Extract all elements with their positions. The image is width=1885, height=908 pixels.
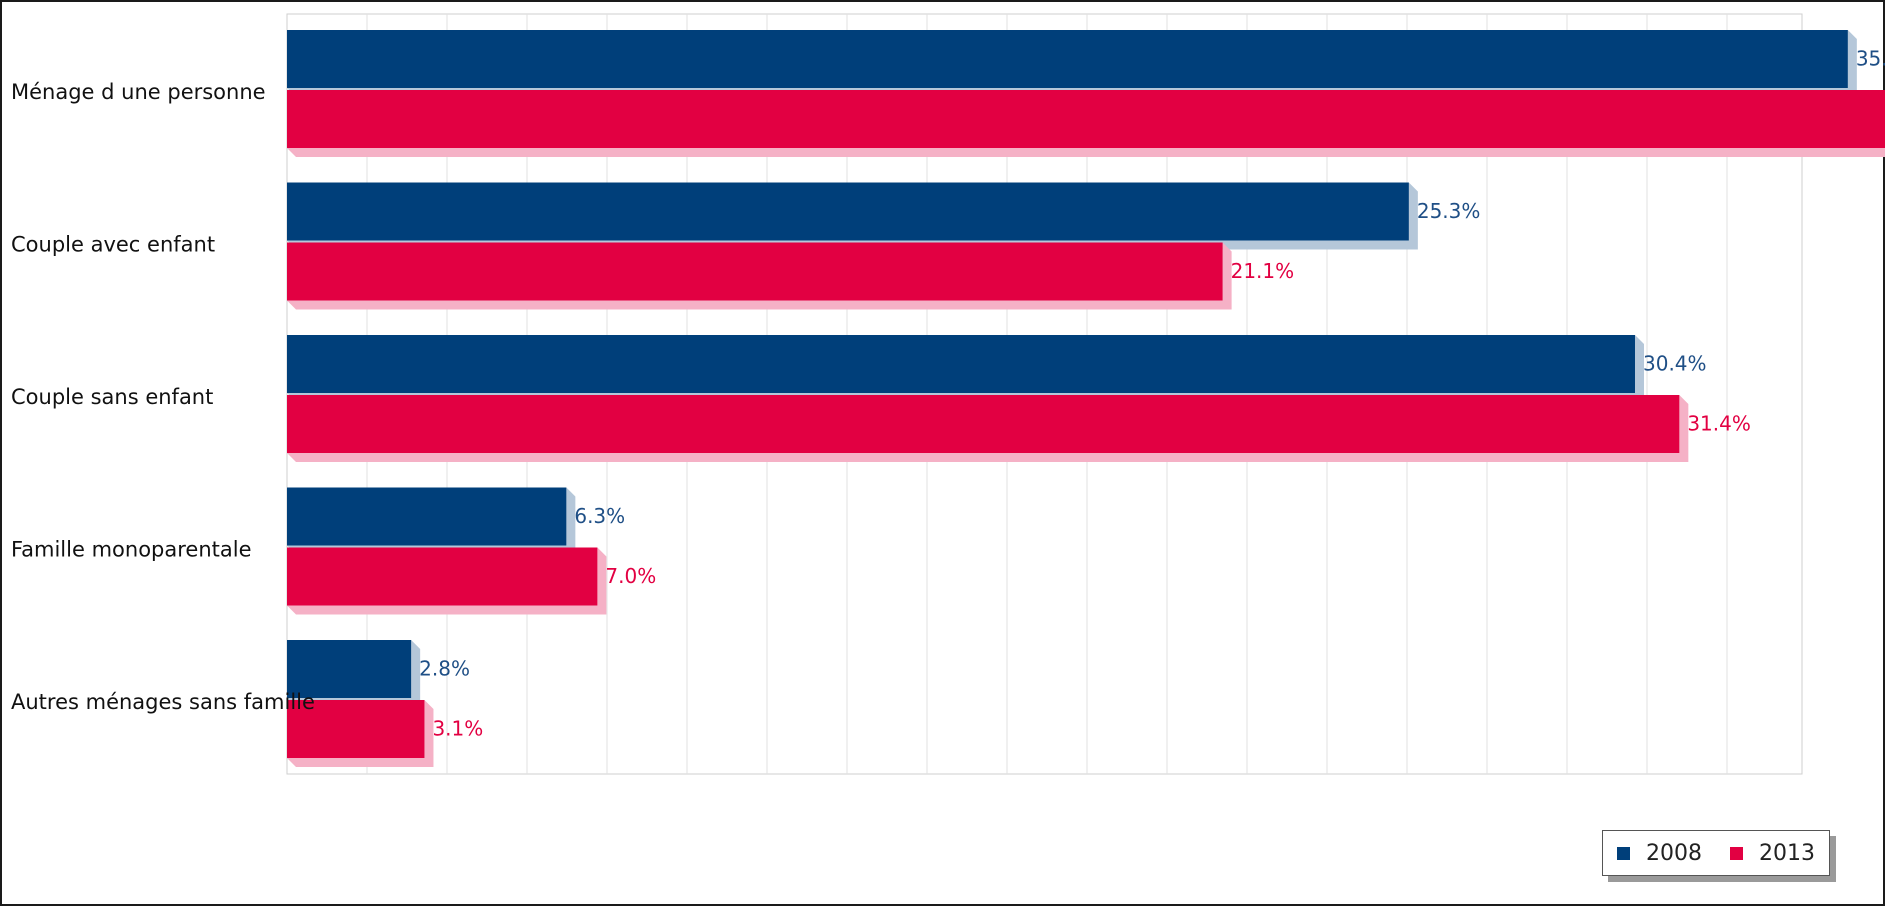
data-label-2013: 31.4%	[1687, 412, 1751, 436]
category-label: Ménage d une personne	[11, 80, 266, 104]
data-label-2008: 25.3%	[1417, 199, 1481, 223]
bar-2013	[287, 700, 425, 758]
data-label-2008: 6.3%	[574, 504, 625, 528]
legend-swatch-2013	[1730, 846, 1743, 860]
legend-label-2008: 2008	[1646, 840, 1702, 866]
bar-2008	[287, 640, 412, 698]
data-label-2008: 30.4%	[1643, 352, 1707, 376]
legend-item-2008: 2008	[1617, 841, 1702, 866]
bar-depth-2013	[287, 547, 607, 615]
legend-label-2013: 2013	[1759, 840, 1815, 866]
category-label: Couple sans enfant	[11, 385, 213, 409]
category-label: Famille monoparentale	[11, 538, 252, 562]
legend: 2008 2013	[1602, 830, 1830, 876]
category-label: Autres ménages sans famille	[11, 690, 315, 714]
bar-depth-2013	[287, 395, 1689, 462]
data-label-2008: 35.2%	[1856, 47, 1885, 71]
legend-swatch-2008	[1617, 846, 1630, 860]
bar-2008	[287, 335, 1635, 393]
bar-2013	[287, 242, 1223, 301]
bar-2013	[287, 547, 598, 606]
category-labels: Ménage d une personne Couple avec enfant C…	[11, 80, 315, 714]
bar-depth-2013	[287, 242, 1232, 310]
data-label-2013: 21.1%	[1231, 259, 1295, 283]
bar-2013	[287, 90, 1885, 148]
bar-2013	[287, 395, 1680, 453]
bar-2008	[287, 487, 567, 546]
bar-2008	[287, 182, 1409, 241]
data-label-2013: 7.0%	[605, 564, 656, 588]
bar-depth-2013	[287, 700, 434, 767]
legend-item-2013: 2013	[1730, 841, 1815, 866]
bar-2008	[287, 30, 1848, 88]
data-label-2013: 3.1%	[432, 717, 483, 741]
bars: 35.2%37.4%25.3%21.1%30.4%31.4%6.3%7.0%2.…	[287, 30, 1885, 767]
data-label-2008: 2.8%	[419, 657, 470, 681]
category-label: Couple avec enfant	[11, 233, 215, 257]
bar-depth-2013	[287, 148, 1885, 157]
